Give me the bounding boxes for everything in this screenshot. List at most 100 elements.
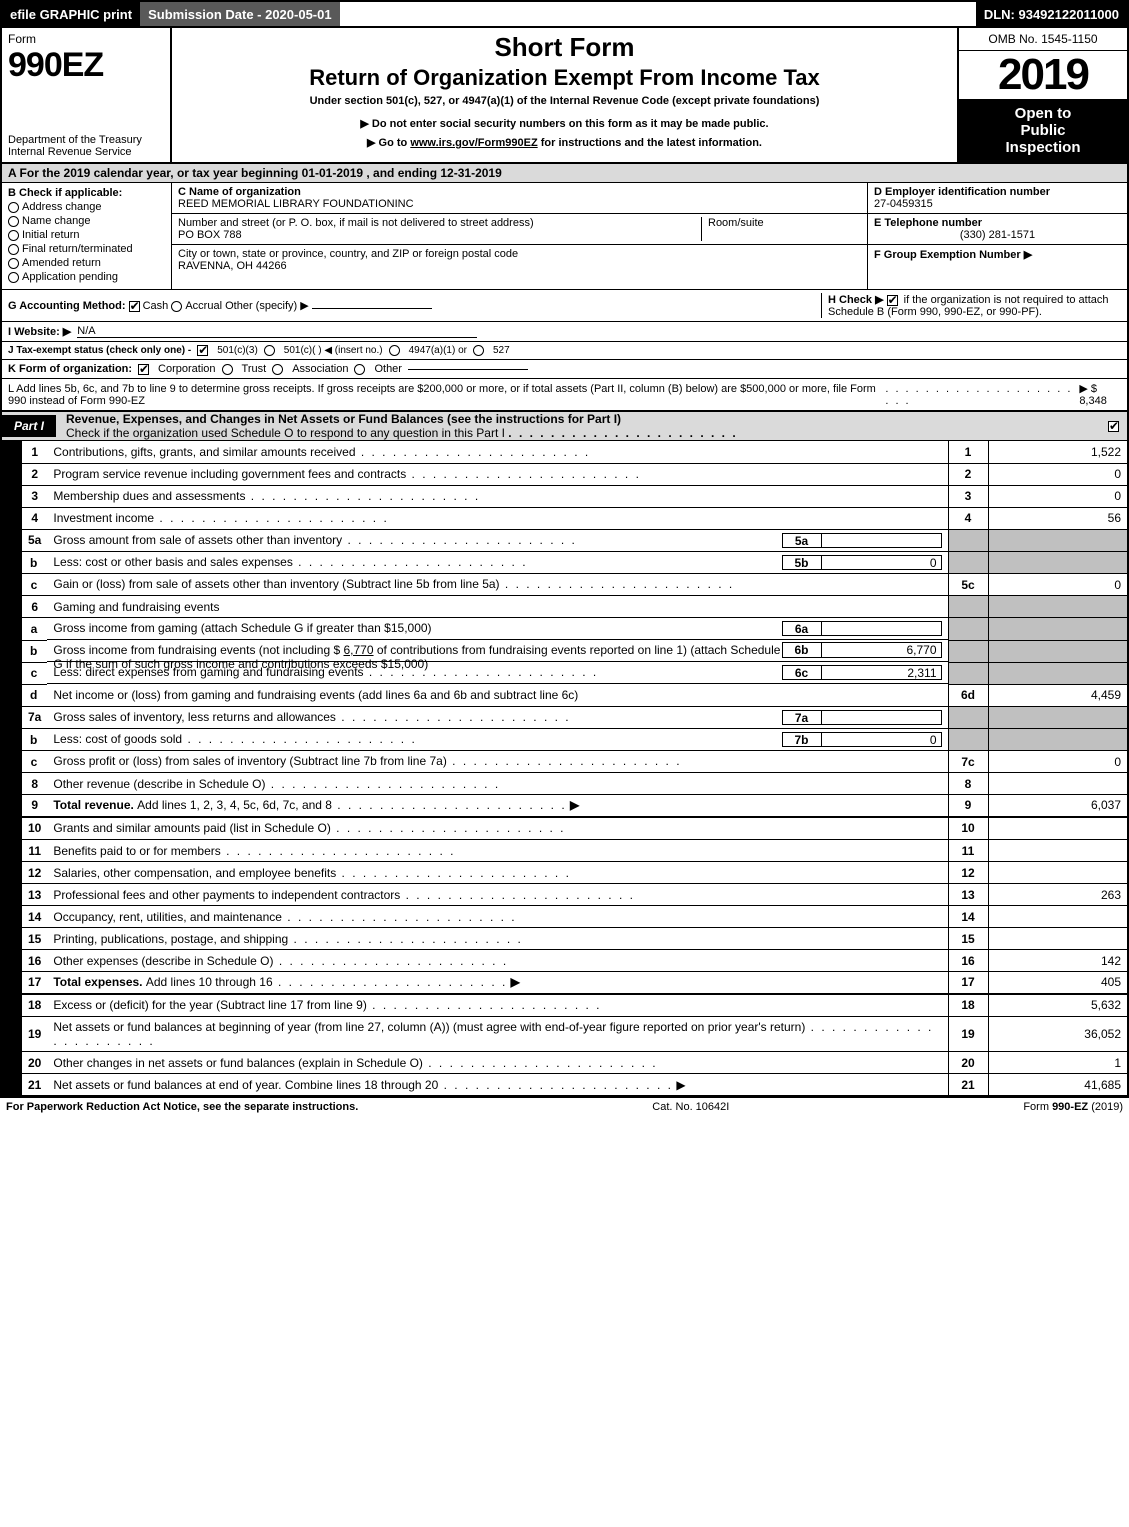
line-14: 14Occupancy, rent, utilities, and mainte… xyxy=(11,906,1128,928)
tax-year: 2019 xyxy=(959,51,1127,99)
page-footer: For Paperwork Reduction Act Notice, see … xyxy=(0,1096,1129,1116)
line-6c: cLess: direct expenses from gaming and f… xyxy=(11,662,1128,684)
part-1-title: Revenue, Expenses, and Changes in Net As… xyxy=(66,412,621,426)
line-5a: 5aGross amount from sale of assets other… xyxy=(11,529,1128,552)
line-15: 15Printing, publications, postage, and s… xyxy=(11,928,1128,950)
dln-label: DLN: 93492122011000 xyxy=(976,2,1127,26)
goto-link: ▶ Go to www.irs.gov/Form990EZ for instru… xyxy=(182,136,947,149)
subtitle: Under section 501(c), 527, or 4947(a)(1)… xyxy=(182,95,947,107)
side-label-expenses: Expenses xyxy=(0,885,10,946)
header-mid: Short Form Return of Organization Exempt… xyxy=(172,28,957,162)
net-assets-table: 18Excess or (deficit) for the year (Subt… xyxy=(0,995,1129,1097)
org-name-value: REED MEMORIAL LIBRARY FOUNDATIONINC xyxy=(178,198,414,210)
row-j-label: J Tax-exempt status (check only one) - xyxy=(8,345,191,356)
cb-other-org[interactable] xyxy=(354,364,365,375)
line-9: 9Total revenue. Add lines 1, 2, 3, 4, 5c… xyxy=(11,795,1128,817)
submission-date: Submission Date - 2020-05-01 xyxy=(140,2,340,26)
line-5c: cGain or (loss) from sale of assets othe… xyxy=(11,574,1128,596)
line-17: 17Total expenses. Add lines 10 through 1… xyxy=(11,972,1128,994)
form-number: 990EZ xyxy=(8,46,103,84)
cb-association[interactable] xyxy=(272,364,283,375)
line-16: 16Other expenses (describe in Schedule O… xyxy=(11,950,1128,972)
line-7b: bLess: cost of goods sold7b0 xyxy=(11,729,1128,751)
other-org-input[interactable] xyxy=(408,369,528,370)
part-1-header: Part I Revenue, Expenses, and Changes in… xyxy=(0,411,1129,441)
city-value: RAVENNA, OH 44266 xyxy=(178,260,287,272)
section-def: D Employer identification number 27-0459… xyxy=(867,183,1127,289)
line-11: 11Benefits paid to or for members11 xyxy=(11,840,1128,862)
title-return: Return of Organization Exempt From Incom… xyxy=(182,65,947,91)
cb-name-change[interactable]: Name change xyxy=(8,215,165,227)
title-short-form: Short Form xyxy=(182,32,947,63)
cb-initial-return[interactable]: Initial return xyxy=(8,229,165,241)
ssn-note: ▶ Do not enter social security numbers o… xyxy=(182,117,947,130)
row-l-text: L Add lines 5b, 6c, and 7b to line 9 to … xyxy=(8,383,879,407)
cb-527[interactable] xyxy=(473,345,484,356)
tel-value: (330) 281-1571 xyxy=(874,229,1121,241)
addr-value: PO BOX 788 xyxy=(178,229,242,241)
irs-link[interactable]: www.irs.gov/Form990EZ xyxy=(410,137,537,149)
expenses-table: 10Grants and similar amounts paid (list … xyxy=(0,818,1129,995)
line-12: 12Salaries, other compensation, and empl… xyxy=(11,862,1128,884)
revenue-table: 1Contributions, gifts, grants, and simil… xyxy=(0,441,1129,818)
ein-label: D Employer identification number xyxy=(874,186,1050,198)
section-b-heading: B Check if applicable: xyxy=(8,187,165,199)
cb-schedule-o[interactable] xyxy=(1108,421,1119,432)
line-5b: bLess: cost or other basis and sales exp… xyxy=(11,552,1128,574)
cb-application-pending[interactable]: Application pending xyxy=(8,271,165,283)
cb-cash[interactable] xyxy=(129,301,140,312)
efile-label: efile GRAPHIC print xyxy=(2,2,140,26)
cb-address-change[interactable]: Address change xyxy=(8,201,165,213)
room-suite-label: Room/suite xyxy=(701,217,861,241)
tel-label: E Telephone number xyxy=(874,217,982,229)
line-18: 18Excess or (deficit) for the year (Subt… xyxy=(11,995,1128,1017)
omb-number: OMB No. 1545-1150 xyxy=(959,28,1127,51)
line-10: 10Grants and similar amounts paid (list … xyxy=(11,818,1128,840)
form-header: Form 990EZ Department of the Treasury In… xyxy=(0,28,1129,164)
part-1-check-text: Check if the organization used Schedule … xyxy=(66,426,505,440)
open-public: Open to Public Inspection xyxy=(959,99,1127,162)
cb-501c3[interactable] xyxy=(197,345,208,356)
net-assets-section: Net Assets 18Excess or (deficit) for the… xyxy=(0,995,1129,1097)
line-6d: dNet income or (loss) from gaming and fu… xyxy=(11,684,1128,706)
cb-4947[interactable] xyxy=(389,345,400,356)
website-value: N/A xyxy=(77,325,477,338)
expenses-section: Expenses 10Grants and similar amounts pa… xyxy=(0,818,1129,995)
line-8: 8Other revenue (describe in Schedule O)8 xyxy=(11,773,1128,795)
header-left: Form 990EZ Department of the Treasury In… xyxy=(2,28,172,162)
line-20: 20Other changes in net assets or fund ba… xyxy=(11,1052,1128,1074)
cb-501c[interactable] xyxy=(264,345,275,356)
line-2: 2Program service revenue including gover… xyxy=(11,463,1128,485)
row-k-label: K Form of organization: xyxy=(8,363,132,375)
other-specify-input[interactable] xyxy=(312,308,432,309)
line-3: 3Membership dues and assessments30 xyxy=(11,485,1128,507)
rows-ghijkl: G Accounting Method: Cash Accrual Other … xyxy=(0,290,1129,411)
cb-schedule-b[interactable] xyxy=(887,295,898,306)
line-4: 4Investment income456 xyxy=(11,507,1128,529)
part-1-label: Part I xyxy=(2,415,56,437)
line-19: 19Net assets or fund balances at beginni… xyxy=(11,1017,1128,1052)
footer-right: Form 990-EZ (2019) xyxy=(1023,1101,1123,1113)
row-l-value: ▶ $ 8,348 xyxy=(1079,382,1121,407)
cb-accrual[interactable] xyxy=(171,301,182,312)
side-label-revenue: Revenue xyxy=(0,591,7,645)
row-a-tax-year: A For the 2019 calendar year, or tax yea… xyxy=(0,164,1129,183)
line-7a: 7aGross sales of inventory, less returns… xyxy=(11,706,1128,729)
cb-trust[interactable] xyxy=(222,364,233,375)
top-bar: efile GRAPHIC print Submission Date - 20… xyxy=(0,0,1129,28)
form-word: Form xyxy=(8,32,36,46)
ein-value: 27-0459315 xyxy=(874,198,933,210)
row-h-label: H Check ▶ xyxy=(828,294,884,306)
dept-irs: Internal Revenue Service xyxy=(8,146,164,158)
group-exemption-label: F Group Exemption Number ▶ xyxy=(874,249,1032,261)
org-name-label: C Name of organization xyxy=(178,186,301,198)
line-6a: aGross income from gaming (attach Schedu… xyxy=(11,618,1128,641)
cb-corporation[interactable] xyxy=(138,364,149,375)
section-c: C Name of organization REED MEMORIAL LIB… xyxy=(172,183,867,289)
cb-final-return[interactable]: Final return/terminated xyxy=(8,243,165,255)
revenue-section: Revenue 1Contributions, gifts, grants, a… xyxy=(0,441,1129,818)
line-6b: bGross income from fundraising events (n… xyxy=(11,640,1128,662)
info-block: B Check if applicable: Address change Na… xyxy=(0,183,1129,290)
row-i-label: I Website: ▶ xyxy=(8,325,71,338)
cb-amended-return[interactable]: Amended return xyxy=(8,257,165,269)
